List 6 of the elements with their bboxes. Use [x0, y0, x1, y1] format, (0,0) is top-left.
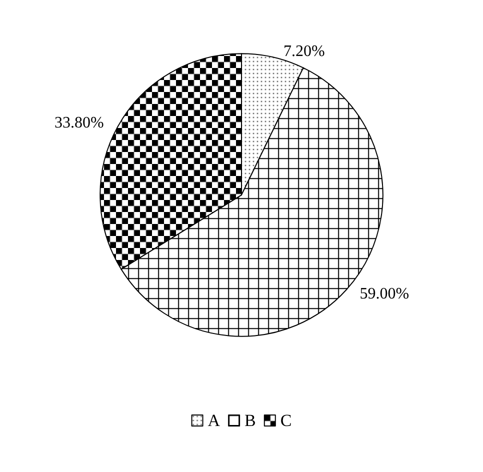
data-label: 7.20% — [284, 42, 325, 60]
data-label: 33.80% — [54, 114, 104, 132]
legend-label: C — [280, 411, 292, 430]
legend-label: A — [208, 411, 221, 430]
legend-label: B — [244, 411, 256, 430]
data-label: 59.00% — [360, 285, 410, 302]
